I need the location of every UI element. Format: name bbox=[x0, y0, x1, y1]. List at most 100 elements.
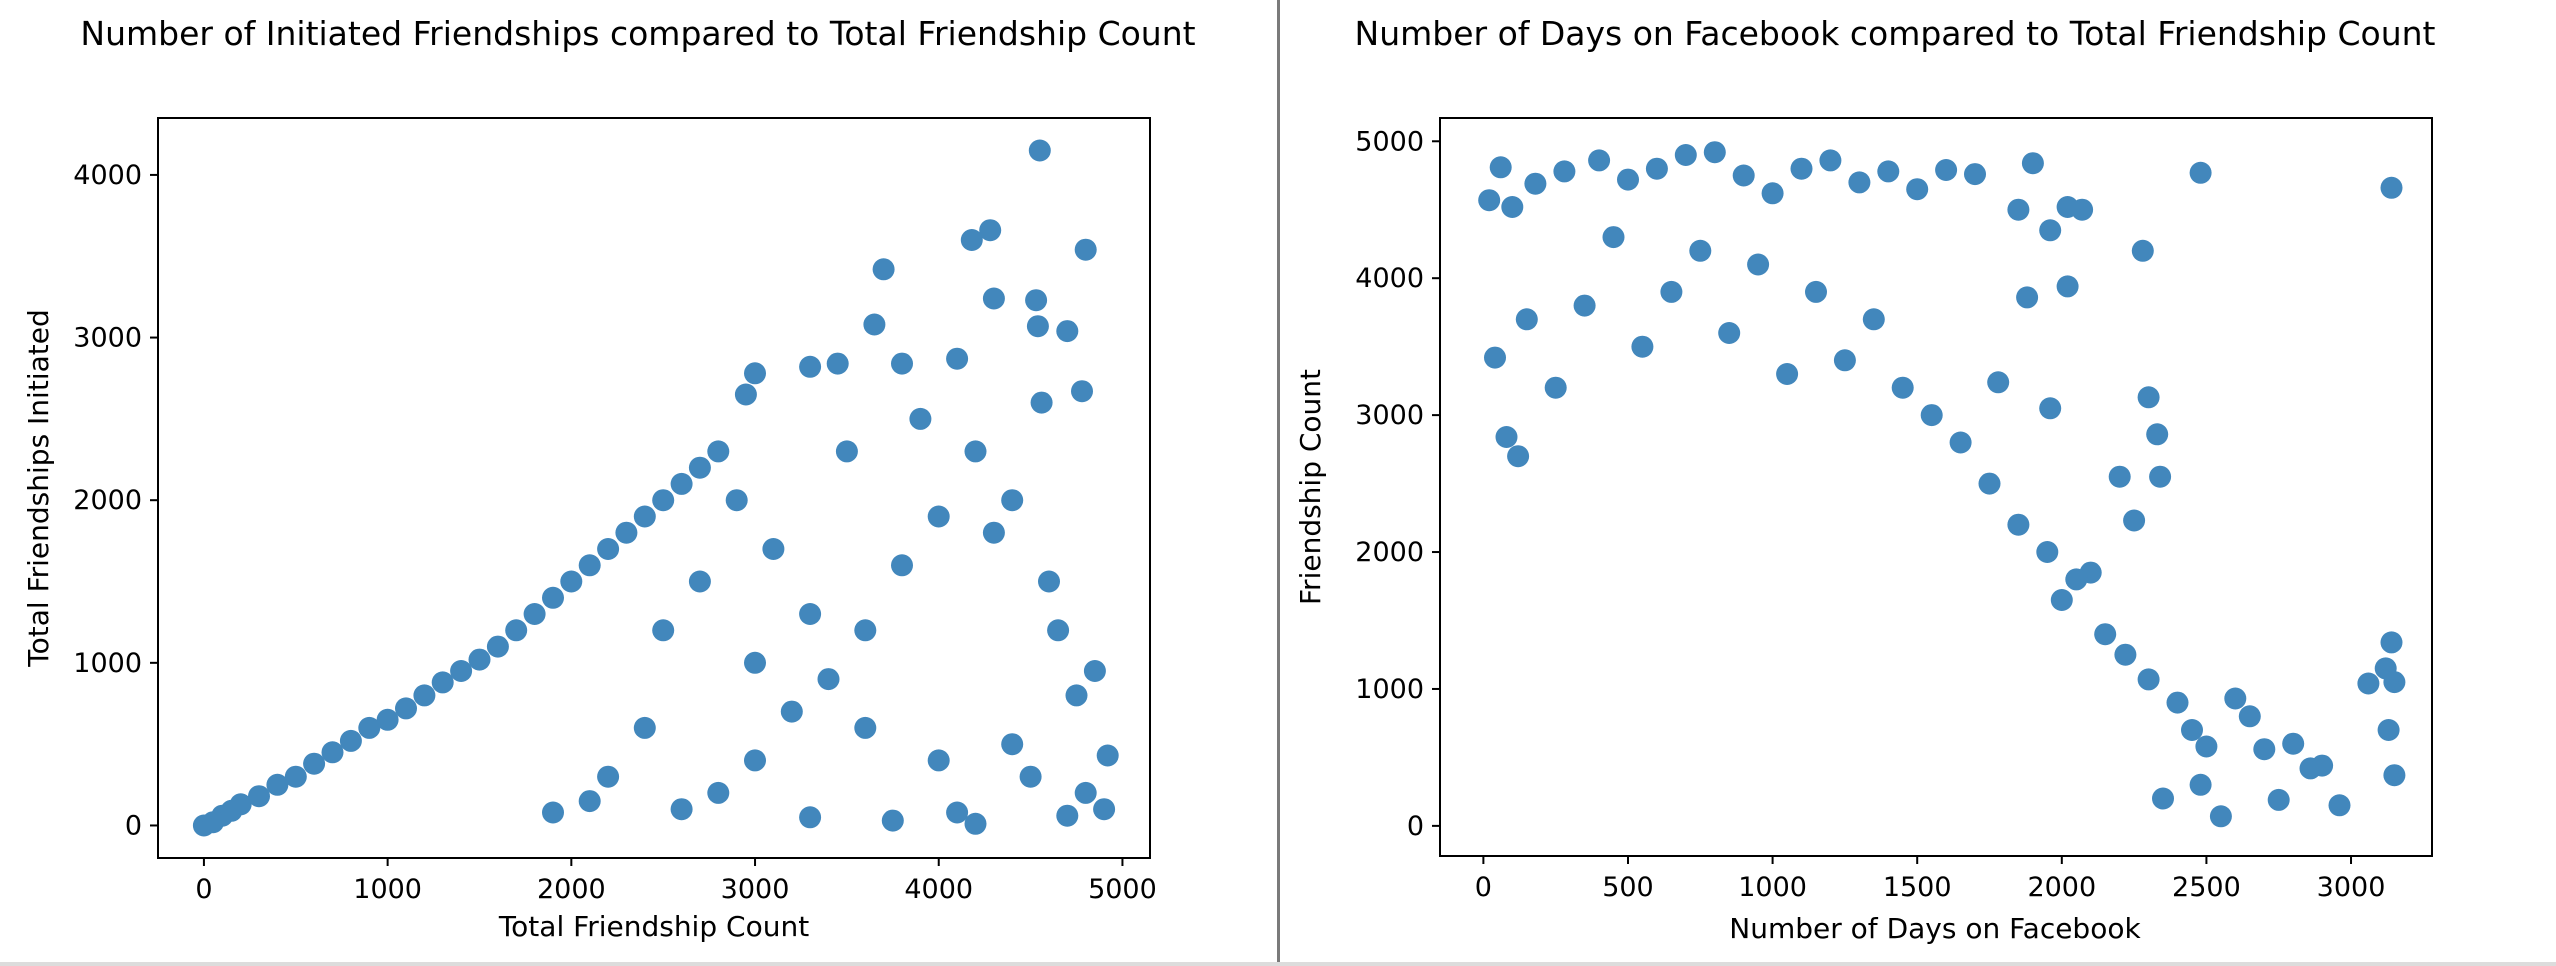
data-point bbox=[762, 538, 785, 560]
x-tick-label: 2000 bbox=[537, 874, 606, 905]
data-point bbox=[2056, 275, 2079, 298]
data-point bbox=[376, 708, 399, 731]
data-point bbox=[1001, 733, 1024, 756]
data-point bbox=[799, 603, 822, 625]
data-point bbox=[799, 806, 822, 829]
data-point bbox=[1949, 431, 1972, 454]
plot-frame bbox=[157, 117, 1151, 859]
data-point bbox=[2007, 198, 2030, 221]
data-point bbox=[1645, 157, 1668, 180]
data-point bbox=[578, 790, 601, 813]
data-point bbox=[744, 651, 766, 674]
points-layer bbox=[192, 139, 1119, 837]
data-point bbox=[2016, 286, 2039, 309]
data-point bbox=[1761, 182, 1784, 205]
data-point bbox=[1689, 239, 1712, 262]
data-point bbox=[486, 635, 509, 658]
data-point bbox=[1964, 163, 1986, 186]
data-point bbox=[2065, 568, 2088, 591]
data-point bbox=[1732, 164, 1755, 187]
data-point bbox=[1602, 226, 1625, 249]
scatter-chart-initiated-vs-total: Number of Initiated Friendships compared… bbox=[22, 14, 1196, 943]
data-point bbox=[927, 505, 950, 528]
data-point bbox=[542, 586, 564, 609]
data-point bbox=[615, 521, 638, 544]
data-point bbox=[780, 700, 803, 723]
data-point bbox=[1906, 178, 1929, 201]
data-point bbox=[1920, 404, 1943, 427]
data-point bbox=[505, 619, 528, 642]
data-point bbox=[1096, 744, 1119, 767]
y-tick-label: 3000 bbox=[73, 323, 142, 354]
data-point bbox=[2123, 509, 2146, 532]
data-point bbox=[1617, 168, 1639, 191]
data-point bbox=[1026, 315, 1049, 338]
data-point bbox=[2021, 152, 2044, 175]
data-point bbox=[1515, 308, 1538, 331]
data-point bbox=[979, 219, 1002, 242]
y-tick-label: 0 bbox=[125, 810, 142, 841]
data-point bbox=[1935, 159, 1958, 181]
data-point bbox=[1660, 280, 1683, 303]
data-point bbox=[1588, 149, 1611, 172]
data-point bbox=[1074, 781, 1097, 804]
data-point bbox=[633, 716, 656, 739]
x-tick-label: 0 bbox=[195, 874, 212, 905]
data-point bbox=[358, 716, 381, 739]
data-point bbox=[468, 648, 491, 671]
y-tick-label: 5000 bbox=[1355, 126, 1424, 157]
data-point bbox=[597, 765, 620, 788]
ticks-layer: 0 500 1000 1500 2000 2500 3000 0 1000 2000 3000 400… bbox=[1355, 126, 2385, 903]
data-point bbox=[854, 716, 877, 739]
data-point bbox=[597, 538, 620, 560]
data-point bbox=[542, 801, 564, 824]
x-axis-label: Total Friendship Count bbox=[498, 910, 809, 943]
data-point bbox=[1877, 160, 1900, 183]
data-point bbox=[1524, 172, 1547, 195]
x-tick-label: 1000 bbox=[1738, 872, 1807, 903]
data-point bbox=[863, 313, 886, 336]
data-point bbox=[2137, 386, 2160, 409]
data-point bbox=[2189, 773, 2212, 796]
y-tick-label: 2000 bbox=[73, 485, 142, 516]
data-point bbox=[1674, 144, 1697, 166]
window-divider[interactable] bbox=[1277, 0, 1280, 966]
data-point bbox=[891, 554, 913, 577]
data-point bbox=[2039, 219, 2062, 242]
data-point bbox=[321, 741, 344, 764]
data-point bbox=[339, 729, 362, 752]
y-tick-label: 4000 bbox=[1355, 263, 1424, 294]
x-tick-label: 5000 bbox=[1088, 874, 1157, 905]
x-tick-label: 4000 bbox=[904, 874, 973, 905]
data-point bbox=[982, 521, 1005, 544]
ticks-layer: 0 1000 2000 3000 4000 5000 0 1000 2000 3000 4000 bbox=[73, 160, 1157, 905]
data-point bbox=[2377, 719, 2400, 741]
data-point bbox=[1703, 141, 1726, 164]
x-tick-label: 2500 bbox=[2172, 872, 2241, 903]
data-point bbox=[670, 798, 693, 821]
data-point bbox=[881, 809, 904, 832]
data-point bbox=[2189, 161, 2212, 184]
data-point bbox=[2166, 691, 2189, 714]
data-point bbox=[633, 505, 656, 528]
data-point bbox=[744, 362, 766, 385]
x-tick-label: 3000 bbox=[2317, 872, 2386, 903]
data-point bbox=[2137, 668, 2160, 691]
data-point bbox=[1507, 445, 1530, 468]
data-point bbox=[2152, 787, 2174, 810]
data-point bbox=[1819, 149, 1842, 172]
data-point bbox=[1065, 684, 1088, 707]
x-tick-label: 1000 bbox=[353, 874, 422, 905]
data-point bbox=[964, 812, 987, 835]
data-point bbox=[2108, 465, 2131, 488]
data-point bbox=[1001, 489, 1024, 512]
data-point bbox=[1028, 139, 1051, 162]
data-point bbox=[2253, 738, 2276, 761]
data-point bbox=[1978, 472, 2001, 495]
y-tick-label: 3000 bbox=[1355, 400, 1424, 431]
data-point bbox=[725, 489, 748, 512]
data-point bbox=[744, 749, 766, 772]
data-point bbox=[2380, 631, 2403, 654]
data-point bbox=[2181, 719, 2203, 741]
data-point bbox=[1553, 160, 1576, 183]
